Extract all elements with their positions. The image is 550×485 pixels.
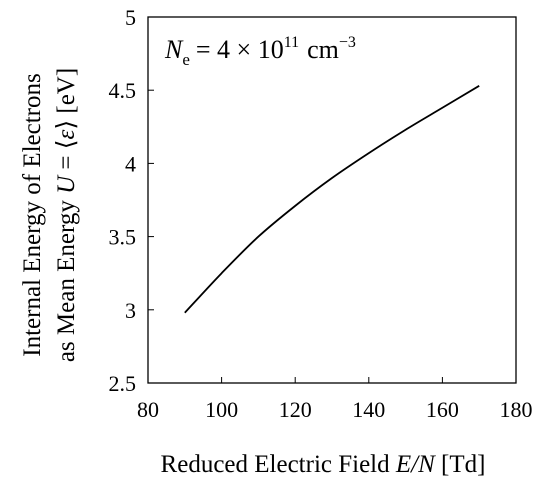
plot-area-border xyxy=(147,16,517,384)
x-tick-label: 140 xyxy=(352,397,385,422)
x-tick-label: 120 xyxy=(279,397,312,422)
y-tick-labels: 2.5 3 3.5 4 4.5 5 xyxy=(109,5,154,396)
y-tick-label: 5 xyxy=(125,5,136,30)
x-tick-label: 80 xyxy=(137,397,159,422)
x-tick-label: 160 xyxy=(426,397,459,422)
y-tick-label: 4.5 xyxy=(109,78,137,103)
y-axis-title-line2: as Mean Energy U = ⟨ε⟩ [eV] xyxy=(53,68,80,362)
y-axis-title-line1: Internal Energy of Electrons xyxy=(19,73,46,356)
y-tick-label: 3 xyxy=(125,298,136,323)
y-axis-title: Internal Energy of Electrons as Mean Ene… xyxy=(19,68,80,362)
y-tick-label: 3.5 xyxy=(109,225,137,250)
series xyxy=(184,85,480,314)
x-tick-label: 180 xyxy=(500,397,533,422)
x-axis-title: Reduced Electric Field E/N [Td] xyxy=(161,451,486,478)
x-tick-labels: 80 100 120 140 160 180 xyxy=(137,377,533,422)
y-tick-label: 2.5 xyxy=(109,371,137,396)
x-tick-label: 100 xyxy=(205,397,238,422)
y-tick-label: 4 xyxy=(125,151,136,176)
chart-annotation: Ne = 4 × 1011 cm−3 xyxy=(164,34,356,69)
series-line xyxy=(184,85,480,314)
plot-frame xyxy=(147,16,517,384)
